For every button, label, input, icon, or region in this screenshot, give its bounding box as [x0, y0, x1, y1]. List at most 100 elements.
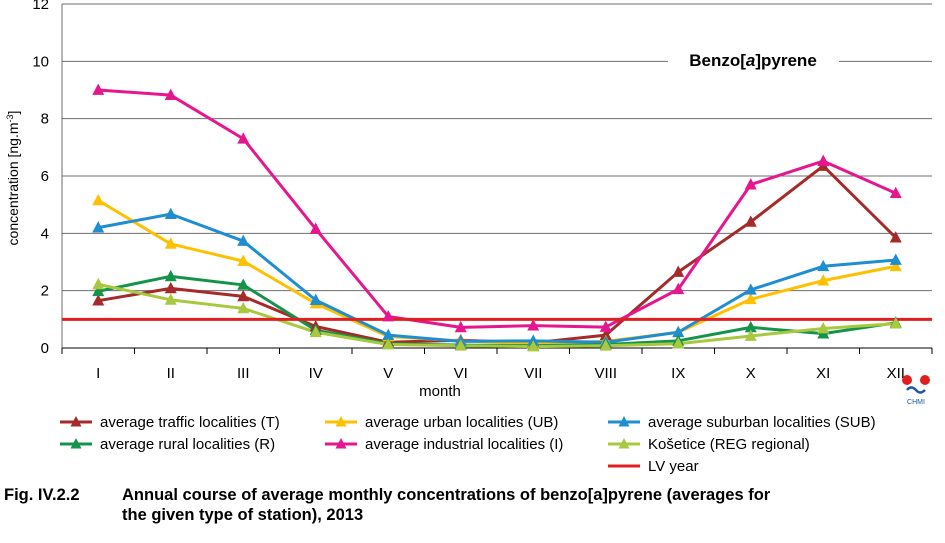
series-0-point-X: [744, 215, 757, 227]
logo-circle-right: [920, 375, 930, 385]
series-1-point-III: [237, 254, 250, 266]
series-2-point-II: [164, 207, 177, 219]
series-line-2: [97, 212, 896, 344]
x-tick-label-VIII: VIII: [594, 365, 617, 382]
series-line-1: [97, 199, 897, 346]
x-tick-label-X: X: [746, 365, 756, 382]
x-axis-label: month: [419, 383, 461, 400]
legend-label-lv-year: LV year: [648, 458, 699, 475]
logo-wave: [906, 386, 926, 394]
series-line-3: [97, 274, 896, 348]
series-line-4: [98, 88, 897, 329]
series-4-point-XII: [889, 186, 902, 199]
series-5-point-IV: [309, 325, 322, 338]
series-2-point-III: [237, 234, 250, 246]
series-2-point-XI: [817, 259, 830, 272]
caption-line-1: Annual course of average monthly concent…: [122, 486, 771, 504]
series-0-point-IX: [672, 265, 685, 277]
y-axis-label-superscript: -3: [5, 114, 15, 122]
series-5-point-I: [92, 277, 105, 290]
legend-label-2: average suburban localities (SUB): [648, 414, 876, 431]
y-axis-label: concentration [ng.m-3]: [5, 111, 21, 246]
series-5-point-IX: [672, 337, 685, 349]
series-1-point-II: [164, 237, 177, 249]
series-0-point-VIII: [599, 328, 612, 340]
x-tick-label-V: V: [383, 365, 393, 382]
y-tick-label-2: 2: [41, 283, 49, 300]
series-4-point-XI: [817, 154, 830, 166]
legend-label-4: average industrial localities (I): [365, 436, 563, 453]
y-axis-label-main: concentration [ng.m: [5, 122, 21, 245]
series-markers: [92, 83, 902, 352]
series-3-point-I: [92, 284, 105, 297]
series-2-point-XII: [889, 253, 902, 265]
legend-label-0: average traffic localities (T): [100, 414, 280, 431]
series-0-point-XII: [889, 231, 902, 243]
legend-marker-0: [70, 416, 82, 427]
series-1-point-XII: [889, 259, 902, 272]
series-2-point-X: [744, 283, 757, 295]
series-0-point-II: [164, 281, 177, 294]
chmi-logo: CHMI: [902, 375, 930, 406]
legend-marker-1: [335, 416, 347, 427]
legend-marker-4: [335, 438, 347, 449]
x-tick-label-XII: XII: [887, 365, 905, 382]
series-0-point-III: [237, 289, 250, 302]
series-4-point-VI: [454, 320, 467, 333]
series-2-point-V: [382, 328, 395, 340]
series-2-point-IV: [309, 293, 322, 305]
plot-title: Benzo[a]pyrene: [689, 51, 817, 70]
legend-label-3: average rural localities (R): [100, 436, 275, 453]
x-tick-label-IX: IX: [671, 365, 685, 382]
series-3-point-III: [237, 278, 250, 290]
series-4-point-I: [92, 83, 105, 95]
series-4-point-VII: [527, 319, 540, 331]
x-tick-label-II: II: [167, 365, 175, 382]
x-axis-ticks: I II III IV V VI VII VIII IX X XI XII: [61, 348, 933, 382]
y-tick-label-10: 10: [32, 53, 49, 70]
series-4-point-II: [164, 88, 177, 101]
series-5-point-XI: [817, 322, 830, 334]
series-1-point-XI: [817, 274, 830, 286]
y-tick-label-0: 0: [41, 340, 49, 357]
series-4-point-X: [744, 178, 757, 190]
series-4-point-IX: [672, 282, 685, 295]
series-5-point-X: [744, 329, 757, 341]
series-4-point-V: [382, 309, 395, 322]
series-4-point-IV: [309, 222, 322, 234]
series-2-point-IX: [672, 325, 685, 338]
legend: average traffic localities (T) average ur…: [60, 414, 876, 475]
legend-marker-2: [618, 416, 630, 427]
series-lines: [97, 88, 897, 349]
series-4-point-III: [237, 132, 250, 144]
legend-marker-3: [70, 438, 82, 449]
y-tick-label-12: 12: [32, 0, 49, 13]
series-5-point-V: [382, 338, 395, 350]
series-3-point-X: [744, 320, 757, 333]
y-tick-label-8: 8: [41, 111, 49, 128]
logo-text: CHMI: [907, 399, 925, 406]
plot-title-box: Benzo[a]pyrene: [668, 47, 839, 73]
series-1-point-I: [92, 193, 105, 206]
x-tick-label-VII: VII: [524, 365, 542, 382]
x-tick-label-IV: IV: [309, 365, 323, 382]
series-5-point-VIII: [599, 339, 612, 351]
y-axis-label-end: ]: [5, 111, 21, 115]
figure-caption: Fig. IV.2.2 Annual course of average mont…: [4, 485, 939, 525]
y-tick-label-6: 6: [41, 168, 49, 185]
x-tick-label-XI: XI: [816, 365, 830, 382]
series-5-point-II: [164, 293, 177, 305]
series-5-point-XII: [889, 317, 902, 329]
series-5-point-VII: [527, 340, 540, 352]
legend-marker-5: [618, 438, 630, 449]
caption-number: Fig. IV.2.2: [4, 486, 80, 504]
logo-circle-left: [902, 375, 912, 385]
x-tick-label-I: I: [96, 365, 100, 382]
series-1-point-X: [744, 292, 757, 305]
caption-line-2: the given type of station), 2013: [122, 506, 364, 524]
y-tick-label-4: 4: [41, 225, 49, 242]
series-line-5: [97, 282, 896, 349]
series-2-point-I: [92, 221, 105, 233]
legend-label-5: Košetice (REG regional): [648, 436, 810, 453]
